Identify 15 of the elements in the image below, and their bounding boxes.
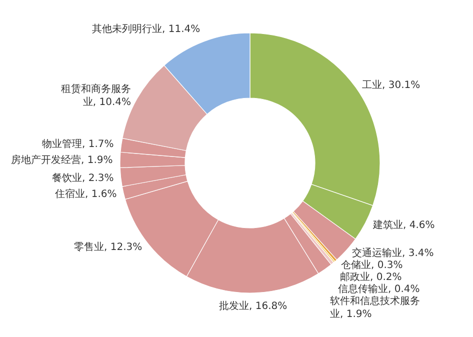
slice-label: 信息传输业, 0.4% [338, 283, 420, 295]
slice-label: 餐饮业, 2.3% [52, 172, 114, 184]
slice-label: 物业管理, 1.7% [42, 138, 114, 150]
slice-label: 软件和信息技术服务业, 1.9% [330, 295, 420, 320]
slice-label: 批发业, 16.8% [219, 300, 288, 312]
slice-label: 工业, 30.1% [362, 79, 420, 91]
slice-label: 建筑业, 4.6% [372, 219, 435, 231]
slice-label: 邮政业, 0.2% [340, 271, 402, 283]
slice-label: 租赁和商务服务业, 10.4% [61, 83, 131, 108]
slice-label: 住宿业, 1.6% [55, 188, 117, 200]
slice-label: 零售业, 12.3% [74, 241, 142, 253]
slice-label: 仓储业, 0.3% [341, 259, 403, 271]
slice-label: 其他未列明行业, 11.4% [92, 23, 200, 35]
slice-label: 房地产开发经营, 1.9% [11, 154, 113, 166]
slice-label: 交通运输业, 3.4% [352, 247, 434, 259]
